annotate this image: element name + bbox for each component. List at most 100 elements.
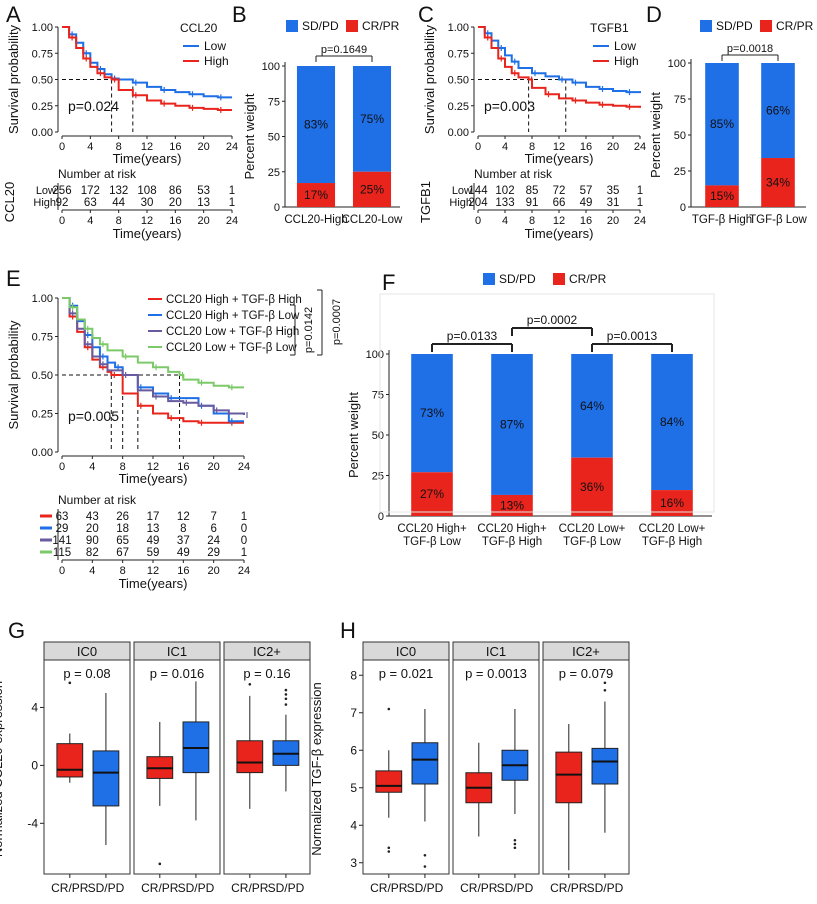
box-h-ytick-label: 7 (350, 706, 357, 720)
box-g-ylabel: Normalized CCL20 expression (0, 681, 5, 857)
bar-f-legend-swatch (483, 273, 495, 285)
bar-d-category-label: TGF-β Low (749, 214, 807, 226)
km-a-xtick-label: 8 (116, 141, 122, 153)
km-a-legend-title: CCL20 (180, 21, 218, 35)
km-c-legend-label: Low (614, 39, 636, 53)
bar-f-crpr-label: 16% (660, 496, 684, 510)
km-a-xtick-label: 0 (59, 141, 65, 153)
km-a-xlabel: Time(years) (113, 151, 182, 166)
bar-b-crpr-1 (352, 171, 392, 207)
km-c-risk-value: 66 (553, 197, 566, 209)
km-a-risk-xlabel: Time(years) (113, 226, 182, 241)
km-c-risk-value: 144 (468, 185, 488, 197)
km-e-risk-value: 7 (210, 511, 216, 523)
bar-f-ylabel: Percent weight (346, 392, 361, 478)
km-a-ylabel: Survival probability (6, 24, 21, 134)
km-e-legend-label: CCL20 Low + TGF-β Low (166, 342, 297, 354)
box-g-outlier (68, 681, 72, 685)
box-g-outlier (284, 703, 288, 706)
bar-b-legend-swatch (346, 20, 358, 32)
box-h-xtick-label: SD/PD (587, 881, 624, 895)
km-a-risk-value: 172 (81, 185, 100, 197)
km-c-risk-name: Low (452, 185, 472, 197)
km-a-risk-tick-label: 24 (226, 215, 238, 227)
box-g-facet-label: IC1 (167, 644, 187, 659)
bar-f-pvalue-3: p=0.0013 (607, 329, 658, 343)
bar-b-category-label: CCL20-High (284, 214, 347, 226)
bar-f-sdpd-label: 84% (660, 415, 684, 429)
bar-d-ytick-label: 100 (668, 58, 686, 70)
panel-label-d: D (646, 2, 662, 27)
km-e-risk-tick-label: 12 (147, 565, 159, 577)
bar-d-crpr-label: 15% (710, 189, 734, 203)
km-e-xtick-label: 0 (59, 461, 65, 473)
box-h-xtick-label: SD/PD (497, 881, 534, 895)
bar-d-legend-swatch (700, 20, 712, 32)
box-h-ytick-label: 6 (350, 743, 357, 757)
km-c-risk-value: 1 (637, 185, 643, 197)
km-a-risk-value: 108 (137, 185, 156, 197)
box-g-ytick-label: 0 (31, 758, 38, 772)
bar-b-legend-label: CR/PR (362, 19, 400, 33)
box-g-pvalue: p = 0.16 (243, 666, 290, 681)
km-c-risk-name: High (449, 197, 472, 209)
km-c-risk-xlabel: Time(years) (525, 226, 594, 241)
km-e-risk-value: 29 (207, 547, 220, 559)
km-a-pvalue: p=0.024 (68, 98, 119, 114)
bar-f-crpr-0 (411, 472, 453, 516)
chart-layer: 0.000.250.500.751.000 4 8 12 16 20 24Survival … (0, 19, 814, 895)
km-e-ytick-label: 1.00 (32, 293, 53, 305)
km-a-risk-tick-label: 12 (141, 215, 153, 227)
km-e-ytick-label: 0.75 (32, 332, 53, 344)
bar-b-legend-swatch (286, 20, 298, 32)
km-a-risk-value: 44 (112, 197, 125, 209)
km-a-legend-label: High (204, 54, 229, 68)
box-h-ytick-label: 8 (350, 668, 357, 682)
bar-f-category-label: TGF-β Low (403, 536, 461, 548)
km-c-risk-value: 85 (526, 185, 539, 197)
km-a-risk-value: 13 (197, 197, 210, 209)
box-h-xtick-label: CR/PR (550, 881, 588, 895)
box-g-pvalue: p = 0.08 (63, 666, 110, 681)
box-g-outlier (284, 693, 288, 696)
km-e-risk-value: 63 (56, 511, 69, 523)
km-a-risk-value: 1 (229, 185, 235, 197)
box-h-ytick-label: 5 (350, 781, 357, 795)
bar-d-sdpd-0 (705, 63, 739, 186)
km-c-ytick-label: 0.00 (448, 127, 469, 139)
km-c-risk-value: 31 (607, 197, 620, 209)
km-e-bracket-pvalue-1: p=0.0142 (303, 307, 315, 353)
km-c-risk-value: 204 (468, 197, 488, 209)
bar-b-ylabel: Percent weight (242, 93, 257, 179)
km-e-xtick-label: 20 (208, 461, 220, 473)
bar-b-ytick-label: 100 (262, 61, 280, 73)
bar-f-category-label: TGF-β Low (563, 536, 621, 548)
box-h-ytick-label: 4 (350, 818, 357, 832)
km-a-risk-value: 53 (197, 185, 210, 197)
km-e-ytick-label: 0.25 (32, 409, 53, 421)
km-c-ytick-label: 0.50 (448, 75, 469, 87)
km-e-risk-value: 0 (241, 535, 247, 547)
km-e-ylabel: Survival probability (6, 320, 21, 430)
box-h-box-0 (555, 751, 583, 804)
km-e-risk-value: 49 (177, 547, 190, 559)
box-h-pvalue: p = 0.021 (379, 666, 434, 681)
km-e-risk-value: 20 (86, 523, 99, 535)
km-e-xtick-label: 8 (120, 461, 126, 473)
km-a-ytick-label: 0.25 (32, 101, 53, 113)
bar-f-ytick-label: 25 (372, 471, 384, 483)
bar-f-crpr-label: 36% (580, 480, 604, 494)
bar-b-category-label: CCL20-Low (342, 214, 403, 226)
bar-d-sdpd-label: 66% (766, 104, 790, 118)
km-e-risk-value: 18 (116, 523, 129, 535)
bar-b-ytick-label: 75 (268, 96, 280, 108)
km-a-risk-value: 30 (141, 197, 154, 209)
km-e-xtick-label: 16 (177, 461, 189, 473)
km-e-legend-label: CCL20 High + TGF-β High (166, 294, 302, 306)
bar-f-pvalue-1: p=0.0133 (447, 329, 498, 343)
km-e-risk-tick-label: 4 (89, 565, 95, 577)
bar-f-frame (379, 293, 715, 513)
box-h-box-0 (375, 770, 403, 793)
bar-f-pvalue-2: p=0.0002 (527, 313, 578, 327)
box-g-xtick-label: CR/PR (141, 881, 179, 895)
